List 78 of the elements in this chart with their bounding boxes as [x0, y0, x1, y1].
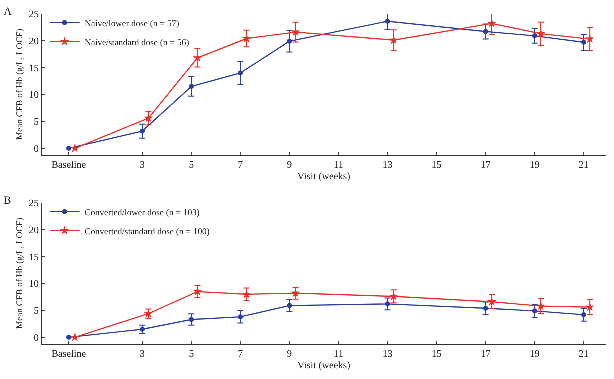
x-tick-label: 21	[578, 349, 589, 360]
point	[287, 303, 292, 308]
point	[70, 144, 80, 152]
text: A	[4, 6, 12, 18]
point	[389, 292, 399, 301]
y-tick-label: 0	[34, 144, 39, 156]
x-tick-label: 7	[238, 349, 244, 360]
legend-label: Converted/lower dose (n = 103)	[84, 207, 200, 218]
point	[291, 27, 300, 36]
x-tick-label: 3	[140, 349, 146, 360]
x-tick-label: 17	[480, 160, 491, 171]
point	[287, 38, 292, 44]
x-tick-label: 19	[530, 349, 540, 360]
x-tick-label: 5	[189, 160, 194, 171]
point	[536, 301, 546, 310]
point	[581, 40, 586, 46]
y-tick-label: 25	[29, 10, 39, 20]
x-axis-title: Visit (weeks)	[298, 360, 350, 372]
y-tick-label: 0	[34, 333, 39, 344]
x-tick-label: Baseline	[52, 349, 87, 360]
point	[581, 312, 586, 318]
point	[66, 146, 72, 152]
x-tick-label: 9	[287, 160, 292, 171]
x-tick-label: 13	[382, 160, 393, 171]
x-tick-label: 11	[334, 349, 344, 360]
x-tick-label: 13	[382, 349, 393, 360]
point	[242, 34, 252, 43]
x-tick-label: 11	[334, 160, 344, 171]
point	[532, 34, 538, 39]
point	[193, 53, 202, 62]
text: B	[4, 195, 12, 207]
x-tick-label: 15	[432, 349, 442, 360]
point	[144, 114, 154, 122]
point	[536, 29, 546, 38]
y-tick-label: 10	[29, 279, 39, 290]
x-tick-label: 7	[238, 160, 244, 171]
y-tick-label: 15	[29, 252, 39, 264]
point	[140, 128, 146, 134]
x-axis-title: Visit (weeks)	[298, 172, 350, 182]
x-tick-label: 17	[480, 349, 491, 360]
y-tick-label: 25	[29, 198, 39, 210]
point	[193, 286, 202, 296]
point	[242, 290, 252, 298]
point	[585, 302, 595, 312]
point	[385, 19, 390, 24]
y-tick-label: 10	[29, 90, 39, 102]
point	[483, 306, 488, 311]
legend-label: Converted/standard dose (n = 100)	[84, 226, 210, 236]
point	[70, 332, 80, 342]
x-tick-label: 15	[432, 160, 442, 171]
legend-label: Naive/standard dose (n = 56)	[84, 37, 190, 48]
point	[585, 34, 595, 44]
legend-label: Naive/lower dose (n = 57)	[84, 18, 180, 28]
point	[66, 335, 72, 340]
point	[487, 297, 497, 306]
x-tick-label: 3	[140, 160, 146, 171]
x-tick-label: 5	[189, 349, 194, 360]
point	[189, 317, 194, 322]
point	[385, 302, 390, 307]
y-tick-label: 20	[29, 36, 39, 48]
x-tick-label: 21	[578, 160, 589, 171]
y-tick-label: 20	[29, 225, 39, 236]
y-tick-label: 15	[29, 63, 39, 74]
point	[532, 308, 538, 314]
point	[483, 29, 488, 34]
point	[487, 18, 497, 28]
point	[238, 314, 244, 320]
y-tick-label: 5	[34, 117, 39, 128]
x-tick-label: Baseline	[52, 160, 87, 171]
x-tick-label: 9	[287, 349, 292, 360]
y-tick-label: 5	[34, 306, 39, 318]
point	[189, 84, 194, 90]
point	[389, 35, 399, 44]
y-axis-title: Mean CFB of Hb (g/L, LOCF)	[14, 29, 24, 140]
point	[291, 288, 300, 298]
y-axis-title: Mean CFB of Hb (g/L, LOCF)	[14, 218, 24, 329]
x-tick-label: 19	[530, 160, 540, 171]
point	[238, 70, 244, 76]
